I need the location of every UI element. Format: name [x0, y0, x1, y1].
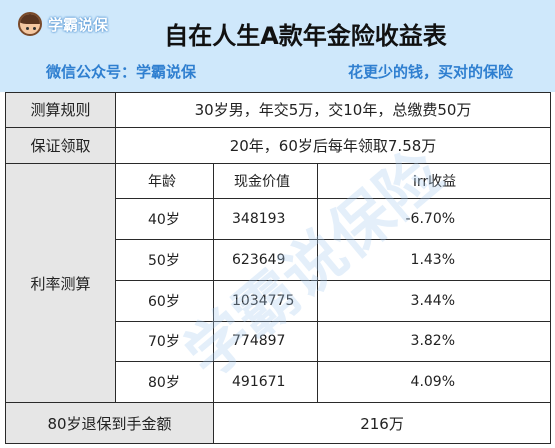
cash-value-cell: 491671: [213, 361, 318, 404]
table-row: 80岁 491671 4.09%: [6, 361, 552, 404]
col-header-age: 年龄: [115, 163, 214, 200]
cash-value-cell: 1034775: [213, 279, 318, 322]
logo-text: 学霸说保: [48, 15, 109, 34]
benefit-table-wrapper: 测算规则 30岁男，年交5万，交10年，总缴费50万 保证领取 20年，60岁后…: [5, 92, 552, 444]
age-cell: 60岁: [115, 279, 214, 322]
guaranteed-label: 保证领取: [5, 126, 116, 165]
age-cell: 80岁: [115, 361, 214, 404]
table-row-calc-rule: 测算规则 30岁男，年交5万，交10年，总缴费50万: [5, 92, 552, 128]
table-row: 50岁 623649 1.43%: [6, 238, 552, 281]
header-banner: 学霸说保 自在人生A款年金险收益表 微信公众号：学霸说保 花更少的钱，买对的保险: [0, 0, 555, 92]
table-row-surrender: 80岁退保到手金额 216万: [5, 402, 552, 444]
table-row-rate-header: 利率测算 年龄 现金价值 irr收益: [5, 163, 552, 404]
age-cell: 50岁: [115, 238, 214, 281]
irr-cell: 1.43%: [316, 238, 552, 281]
age-cell: 40岁: [115, 198, 214, 240]
cash-value-cell: 774897: [213, 320, 318, 363]
table-row: 60岁 1034775 3.44%: [6, 279, 552, 322]
benefit-table: 测算规则 30岁男，年交5万，交10年，总缴费50万 保证领取 20年，60岁后…: [5, 92, 552, 444]
col-header-cash-value: 现金价值: [213, 163, 318, 200]
brand-logo: 学霸说保: [18, 12, 108, 36]
subtitle-slogan: 花更少的钱，买对的保险: [347, 63, 513, 81]
age-cell: 70岁: [115, 320, 214, 363]
table-row: 40岁 348193 -6.70%: [6, 198, 552, 240]
col-header-irr: irr收益: [316, 163, 552, 200]
avatar-icon: [18, 12, 42, 36]
surrender-label: 80岁退保到手金额: [5, 402, 214, 444]
page-title: 自在人生A款年金险收益表: [164, 22, 447, 50]
table-row-guaranteed: 保证领取 20年，60岁后每年领取7.58万: [5, 126, 552, 165]
guaranteed-value: 20年，60岁后每年领取7.58万: [114, 126, 552, 165]
calc-rule-label: 测算规则: [5, 92, 116, 128]
cash-value-cell: 623649: [213, 238, 318, 281]
irr-cell: 4.09%: [316, 361, 552, 404]
calc-rule-value: 30岁男，年交5万，交10年，总缴费50万: [114, 92, 552, 128]
irr-cell: 3.44%: [316, 279, 552, 322]
surrender-value: 216万: [212, 402, 552, 444]
rate-calc-label: 利率测算: [5, 163, 116, 404]
table-row: 70岁 774897 3.82%: [6, 320, 552, 363]
irr-cell: 3.82%: [316, 320, 552, 363]
cash-value-cell: 348193: [213, 198, 318, 240]
irr-cell: -6.70%: [316, 198, 552, 240]
subtitle-wechat: 微信公众号：学霸说保: [46, 63, 197, 81]
